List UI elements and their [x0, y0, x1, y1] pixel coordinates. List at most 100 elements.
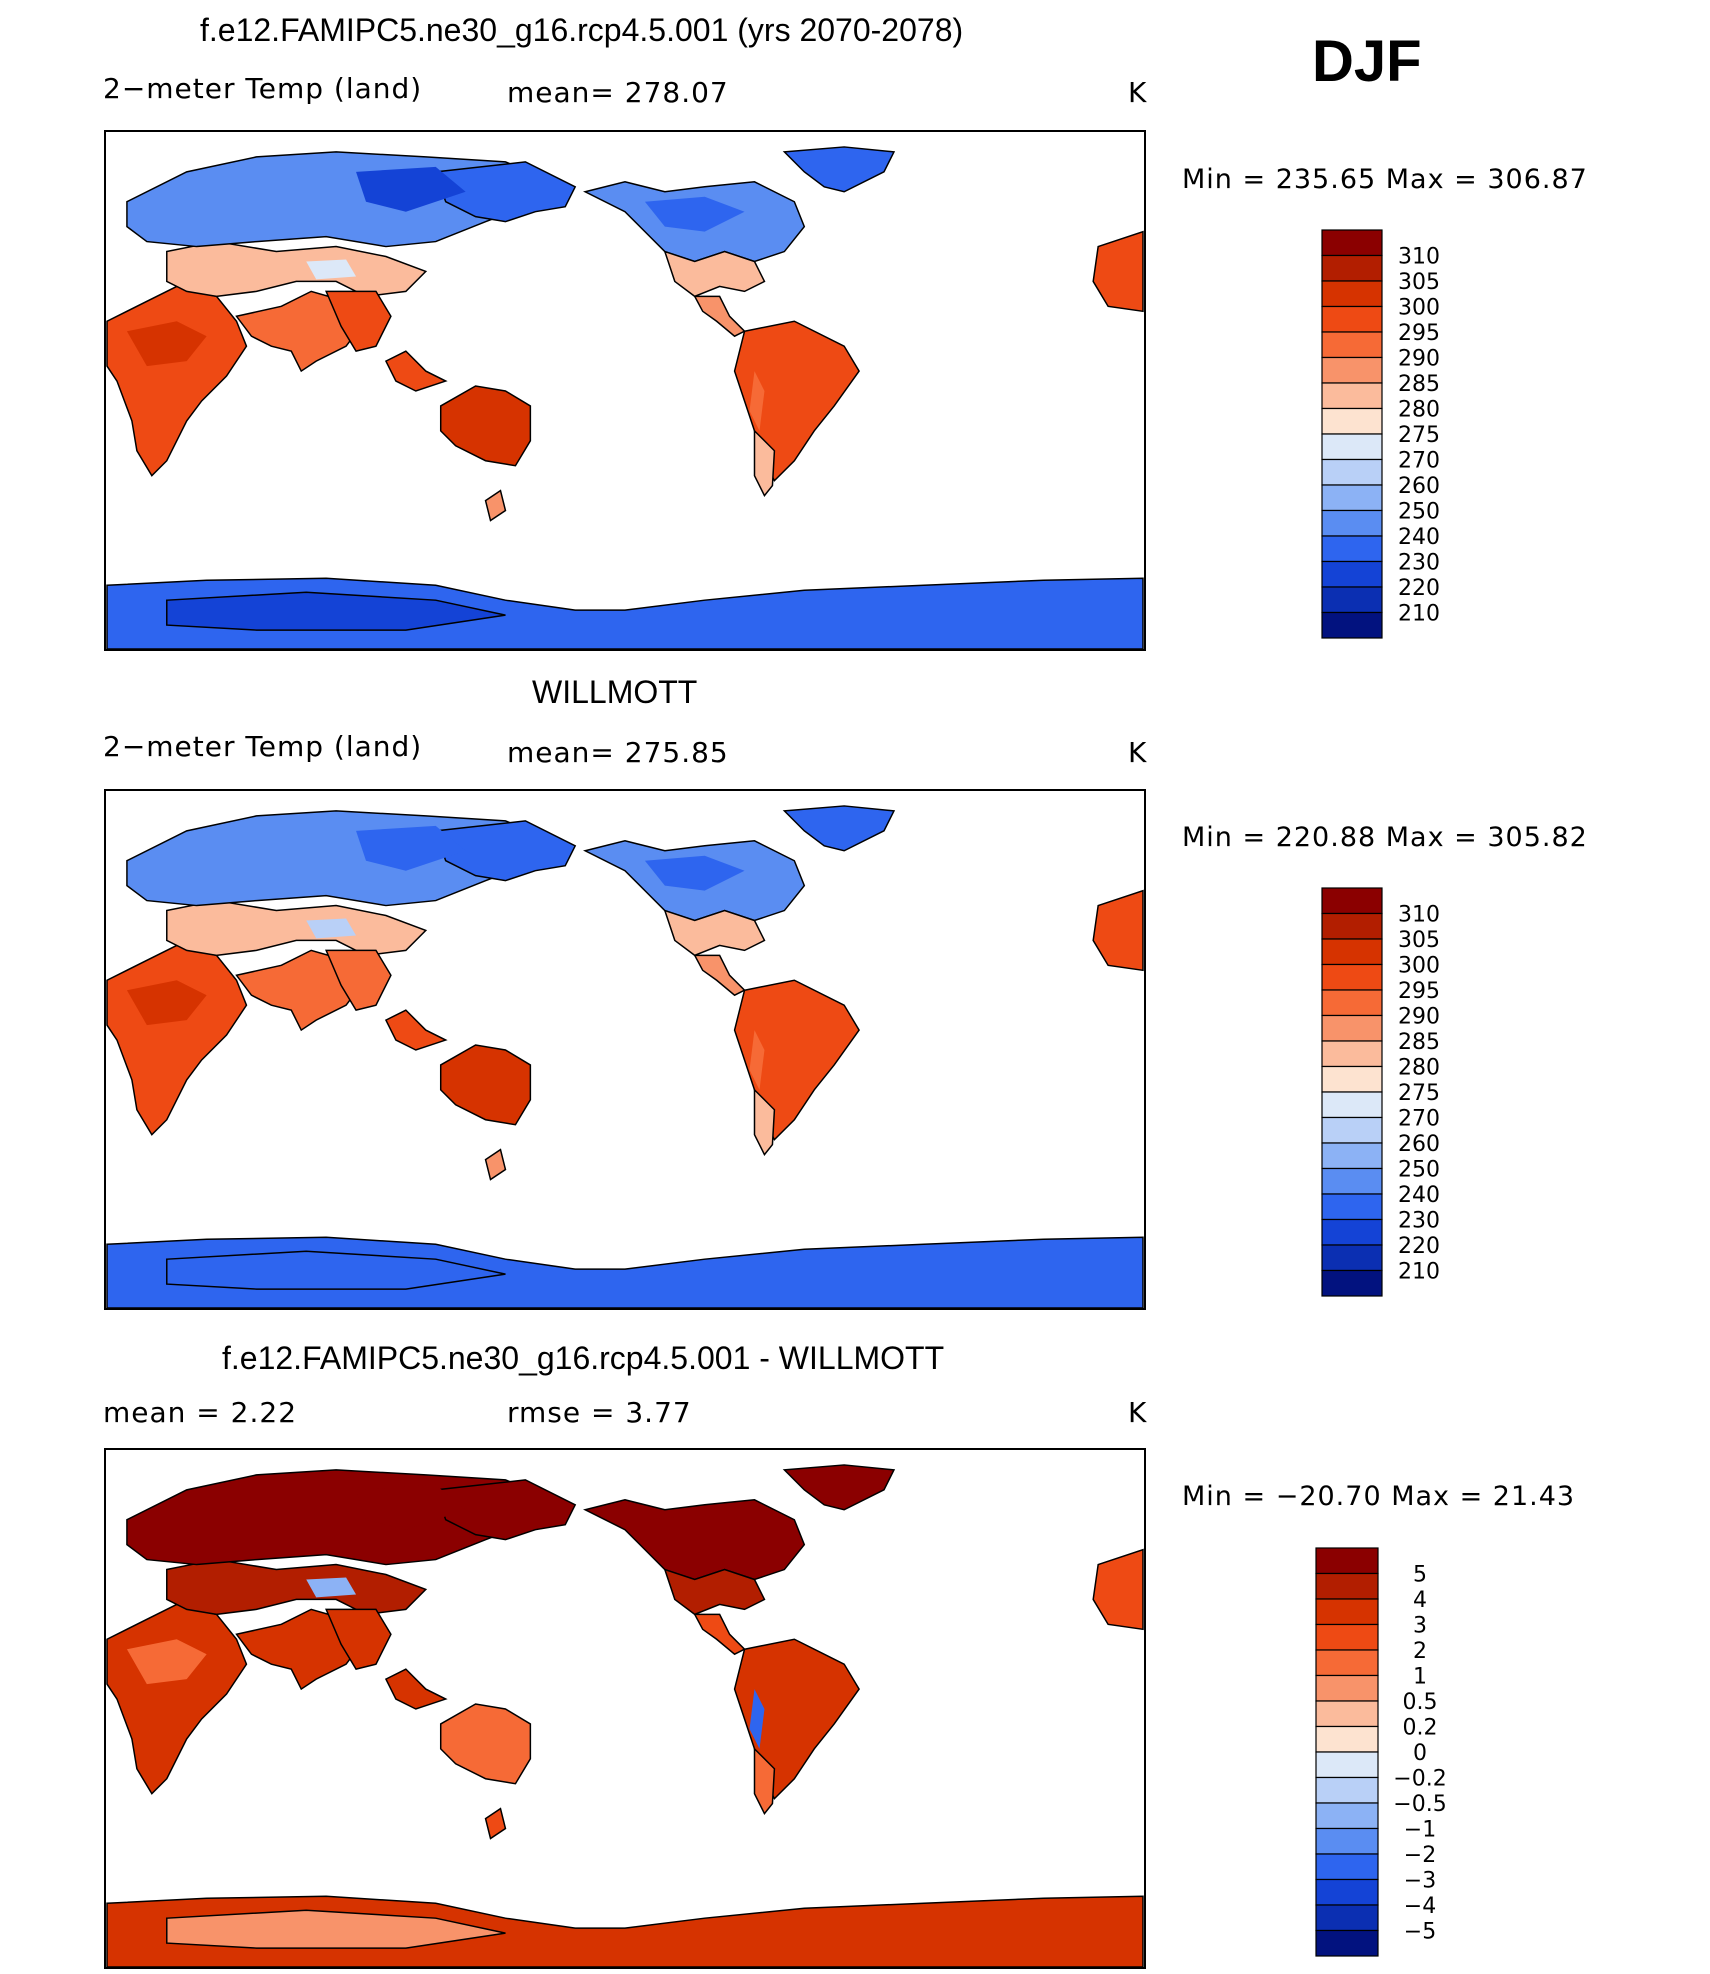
colorbar-box	[1315, 1700, 1379, 1728]
colorbar-tick-label: 1	[1413, 1665, 1427, 1690]
colorbar-tick-label: 0.2	[1403, 1716, 1438, 1741]
colorbar-tick-label: 210	[1398, 1260, 1440, 1285]
colorbar-box	[1315, 1929, 1379, 1957]
colorbar-tick-label: 275	[1398, 1081, 1440, 1106]
colorbar-tick-label: 280	[1398, 1056, 1440, 1081]
colorbar-box	[1321, 484, 1383, 512]
colorbar-tick-label: 305	[1398, 270, 1440, 295]
colorbar-tick-label: 3	[1413, 1614, 1427, 1639]
land-arabia-india	[235, 1608, 362, 1691]
panel2-map	[104, 789, 1146, 1310]
land-arabia-india	[235, 949, 362, 1032]
land-africa	[106, 285, 248, 477]
land-eurasia-south	[166, 899, 428, 957]
land-patagonia	[753, 1088, 776, 1156]
land-n-america-south	[663, 909, 766, 957]
land-se-asia	[325, 290, 392, 353]
land-n-america-south	[663, 250, 766, 298]
panel1-mean: mean= 278.07	[507, 76, 729, 109]
colorbar-box	[1321, 560, 1383, 588]
colorbar-box	[1315, 1802, 1379, 1830]
colorbar-box	[1321, 331, 1383, 359]
colorbar-box	[1321, 535, 1383, 563]
patch-sahara	[126, 321, 207, 367]
land-w-africa-tip	[1092, 230, 1144, 313]
colorbar-tick-label: 4	[1413, 1588, 1427, 1613]
colorbar-tick-label: 270	[1398, 1107, 1440, 1132]
land-australia	[439, 385, 532, 467]
colorbar-box	[1321, 1193, 1383, 1221]
patch-siberia-cold	[356, 825, 466, 871]
land-australia	[439, 1703, 532, 1785]
colorbar-box	[1315, 1827, 1379, 1855]
land-s-america	[733, 979, 860, 1141]
colorbar-tick-label: 230	[1398, 551, 1440, 576]
colorbar-tick-label: −2	[1404, 1843, 1436, 1868]
land-antarctica-inner	[166, 591, 506, 631]
colorbar-box	[1321, 254, 1383, 282]
colorbar-box	[1321, 887, 1383, 915]
panel3-rmse: rmse = 3.77	[507, 1396, 692, 1429]
patch-andes	[749, 371, 765, 431]
panel3-minmax: Min = −20.70 Max = 21.43	[1182, 1481, 1576, 1512]
colorbar-box	[1321, 1116, 1383, 1144]
colorbar-tick-label: 300	[1398, 296, 1440, 321]
patch-siberia-cold	[356, 1484, 466, 1530]
panel2-variable: 2−meter Temp (land)	[103, 730, 423, 763]
patch-canada-cold	[644, 1514, 745, 1550]
colorbar-box	[1321, 305, 1383, 333]
land-w-africa-tip	[1092, 1548, 1144, 1631]
colorbar-box	[1321, 509, 1383, 537]
colorbar-box	[1315, 1674, 1379, 1702]
colorbar-tick-label: 210	[1398, 602, 1440, 627]
land-africa	[106, 1603, 248, 1795]
colorbar-tick-label: 230	[1398, 1209, 1440, 1234]
patch-tibet	[306, 1577, 357, 1598]
panel2-mean: mean= 275.85	[507, 736, 729, 769]
colorbar-box	[1321, 611, 1383, 639]
colorbar-tick-label: −0.2	[1393, 1767, 1446, 1792]
panel3-title: f.e12.FAMIPC5.ne30_g16.rcp4.5.001 - WILL…	[222, 1340, 945, 1376]
land-n-america-south	[663, 1568, 766, 1616]
colorbar-box	[1315, 1725, 1379, 1753]
colorbar-box	[1315, 1751, 1379, 1779]
land-eurasia-south	[166, 240, 428, 298]
land-arabia-india	[235, 290, 362, 373]
colorbar-box	[1321, 1244, 1383, 1272]
colorbar-tick-label: 0.5	[1403, 1690, 1438, 1715]
colorbar-tick-label: −5	[1404, 1920, 1436, 1945]
land-se-asia	[325, 1608, 392, 1671]
land-eurasia-south	[166, 1558, 428, 1616]
land-antarctica-inner	[166, 1909, 506, 1949]
patch-siberia-cold	[356, 166, 466, 212]
patch-andes	[749, 1689, 765, 1749]
colorbar-box	[1321, 1167, 1383, 1195]
colorbar-tick-label: 295	[1398, 979, 1440, 1004]
panel2-units: K	[1128, 736, 1148, 769]
colorbar-tick-label: 290	[1398, 347, 1440, 372]
colorbar-tick-label: 5	[1413, 1563, 1427, 1588]
land-patagonia	[753, 1747, 776, 1815]
land-central-america	[693, 1613, 746, 1656]
panel3-mean: mean = 2.22	[103, 1396, 298, 1429]
colorbar-tick-label: 240	[1398, 525, 1440, 550]
land-nz	[484, 1148, 507, 1181]
land-se-asia	[325, 949, 392, 1012]
panel1-units: K	[1128, 76, 1148, 109]
colorbar-box	[1321, 1142, 1383, 1170]
land-greenland	[782, 805, 896, 852]
panel2-title: WILLMOTT	[532, 674, 698, 710]
panel3-units: K	[1128, 1396, 1148, 1429]
land-indonesia	[384, 1009, 448, 1051]
colorbar-box	[1321, 912, 1383, 940]
colorbar-tick-label: 300	[1398, 954, 1440, 979]
patch-sahara	[126, 1639, 207, 1685]
panel1-minmax: Min = 235.65 Max = 306.87	[1182, 164, 1588, 195]
panel1-variable: 2−meter Temp (land)	[103, 72, 423, 105]
colorbar-box	[1321, 1269, 1383, 1297]
colorbar-box	[1321, 1091, 1383, 1119]
land-siberia-east	[434, 161, 577, 223]
colorbar-box	[1321, 1065, 1383, 1093]
colorbar-tick-label: 260	[1398, 474, 1440, 499]
